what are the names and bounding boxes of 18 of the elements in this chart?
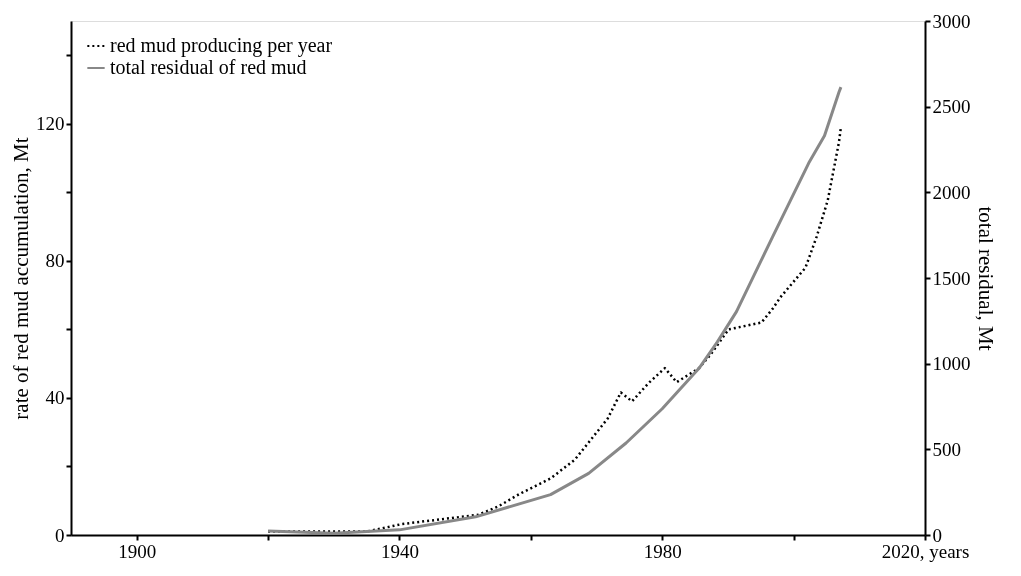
legend-label: red mud producing per year [110,34,333,57]
y2-axis-title: total residual, Mt [973,206,998,351]
y-tick-label: 80 [45,250,65,272]
y-axis-title: rate of red mud accumulation, Mt [9,137,33,420]
y2-tick-label: 0 [932,524,942,546]
legend-label: total residual of red mud [110,56,307,78]
y-tick-label: 0 [55,524,65,546]
y2-tick-label: 3000 [932,10,971,32]
x-tick-label: 1900 [118,540,157,562]
y2-tick-label: 2500 [932,96,971,118]
y2-tick-label: 500 [932,438,961,460]
y2-tick-label: 1000 [932,353,971,375]
y2-tick-label: 2000 [932,181,971,203]
y-tick-label: 40 [45,387,65,409]
x-tick-label: 1940 [380,540,419,562]
y2-tick-label: 1500 [932,267,971,289]
x-tick-label: 1980 [643,540,682,562]
y-tick-label: 120 [36,113,65,135]
